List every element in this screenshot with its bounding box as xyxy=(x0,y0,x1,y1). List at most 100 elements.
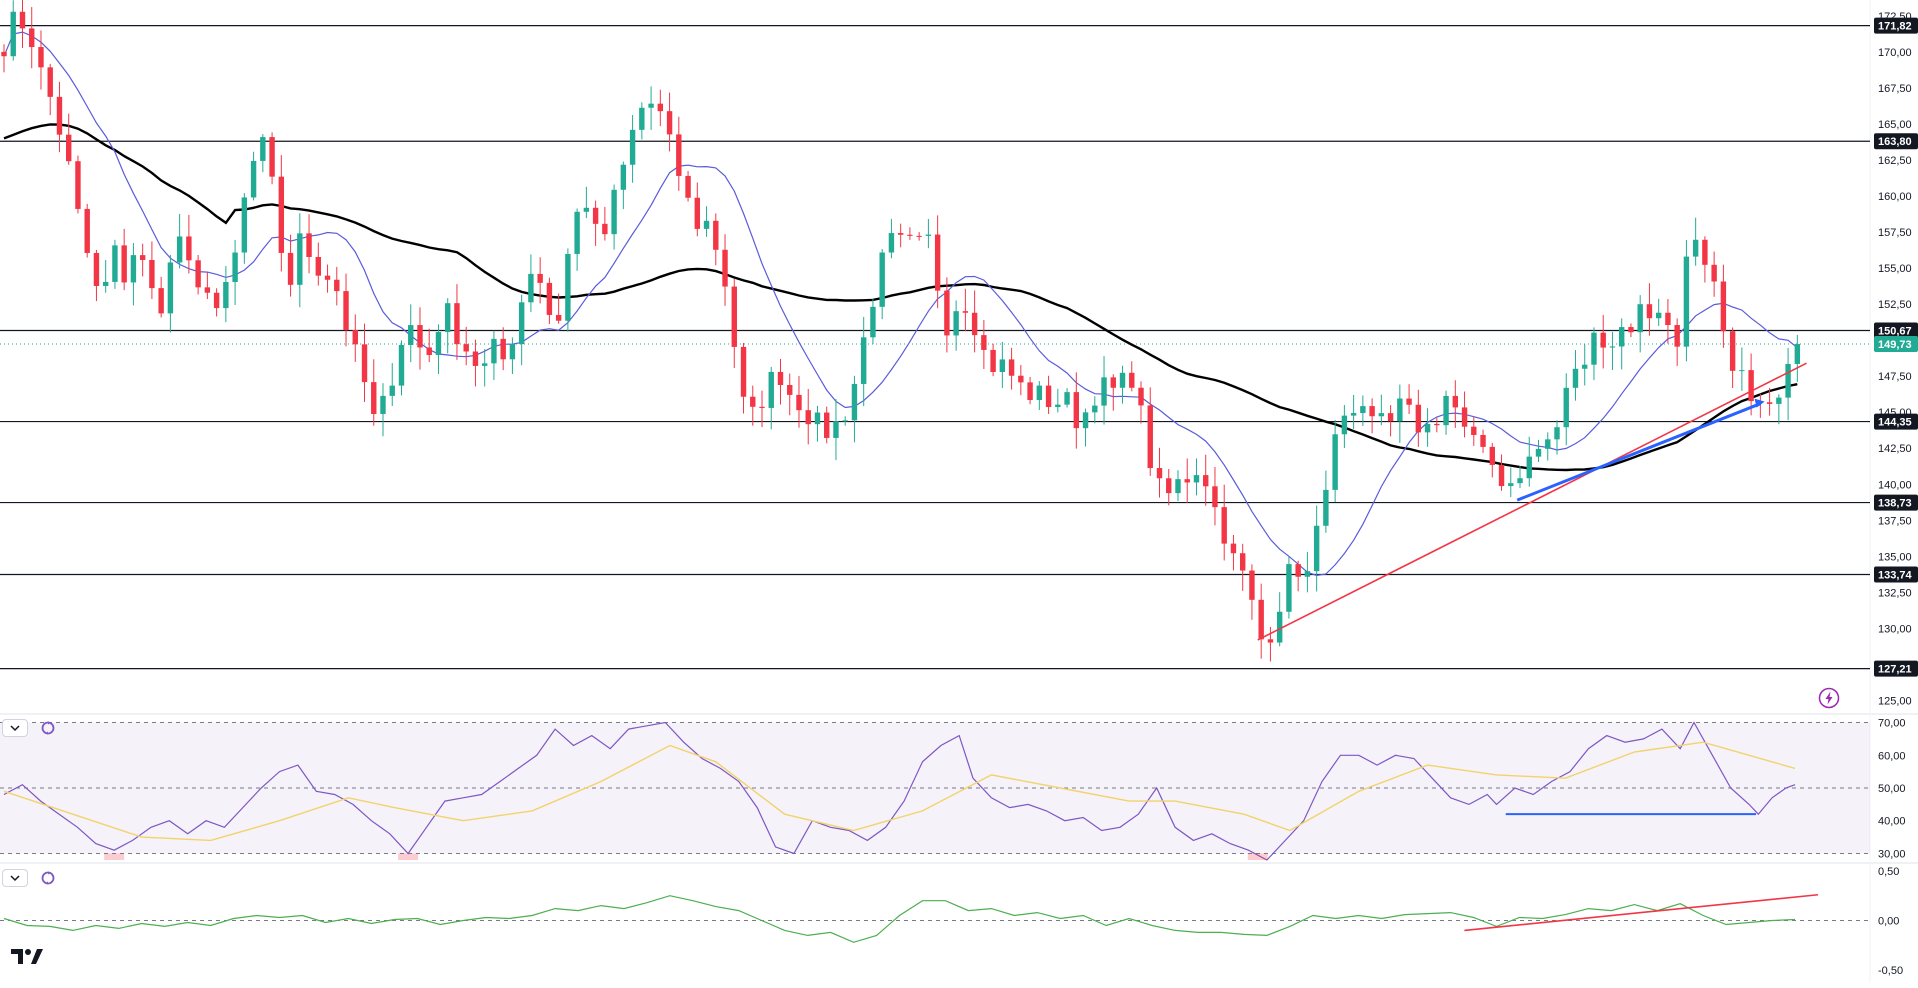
level-label-box xyxy=(1874,660,1918,677)
momentum-pane-collapse-button[interactable] xyxy=(2,869,28,887)
candle-body xyxy=(814,412,821,425)
candle-body xyxy=(223,282,229,309)
candle-body xyxy=(648,103,654,108)
candle-body xyxy=(1692,239,1699,257)
candle-body xyxy=(1267,639,1274,643)
price-tick-label: 140,00 xyxy=(1878,479,1912,491)
candle-body xyxy=(1711,264,1717,282)
candle-body xyxy=(759,406,765,408)
candle-body xyxy=(1369,406,1375,417)
candle-body xyxy=(851,383,858,421)
candle-body xyxy=(149,259,155,289)
candle-body xyxy=(102,281,109,286)
candle-body xyxy=(1350,413,1357,416)
candle-body xyxy=(130,255,137,283)
level-label: 150,67 xyxy=(1878,325,1912,337)
candle-body xyxy=(417,325,423,348)
candle-body xyxy=(1674,325,1680,347)
candle-body xyxy=(1739,370,1745,372)
lightning-icon[interactable] xyxy=(1818,687,1840,709)
level-label-box xyxy=(1874,494,1918,511)
candle-body xyxy=(1618,327,1625,347)
candle-body xyxy=(84,208,90,253)
candle-body xyxy=(491,338,497,364)
candle-body xyxy=(93,252,100,286)
candle-body xyxy=(1600,332,1606,348)
level-label-box xyxy=(1874,133,1918,150)
candle-body xyxy=(1175,479,1181,494)
candle-body xyxy=(1276,611,1283,643)
candle-body xyxy=(500,338,506,360)
candle-body xyxy=(1397,398,1403,422)
candle-body xyxy=(1147,405,1153,469)
candle-body xyxy=(925,234,932,236)
candle-body xyxy=(1582,364,1588,369)
candle-body xyxy=(139,255,146,260)
rsi-pane-collapse-button[interactable] xyxy=(2,719,28,737)
candle-body xyxy=(287,252,294,285)
candle-body xyxy=(29,28,35,48)
price-tick-label: 147,50 xyxy=(1878,371,1912,383)
candle-body xyxy=(805,410,811,425)
candle-body xyxy=(454,303,460,345)
candle-body xyxy=(241,197,248,253)
candle-body xyxy=(611,189,617,235)
rsi-tick-label: 60,00 xyxy=(1878,750,1906,762)
candle-body xyxy=(1249,570,1255,600)
price-tick-label: 162,50 xyxy=(1878,155,1912,167)
level-label-box xyxy=(1874,413,1918,430)
rsi-band xyxy=(0,722,1870,854)
candle-body xyxy=(750,396,756,407)
candle-body xyxy=(1776,397,1782,404)
last-price-box xyxy=(1874,336,1918,353)
candle-body xyxy=(537,273,543,283)
candle-body xyxy=(731,286,737,347)
candle-body xyxy=(1045,385,1052,408)
candle-body xyxy=(1535,448,1542,457)
price-tick-label: 135,00 xyxy=(1878,551,1912,563)
rsi-oversold-fill xyxy=(104,853,125,860)
candle-body xyxy=(1609,346,1616,348)
candle-body xyxy=(1646,304,1653,319)
candle-body xyxy=(176,236,183,263)
candle-body xyxy=(1387,413,1394,422)
candle-body xyxy=(574,211,580,254)
candle-body xyxy=(1008,359,1015,376)
candle-body xyxy=(324,275,331,280)
candle-body xyxy=(953,311,959,336)
candle-body xyxy=(1748,370,1754,402)
candle-body xyxy=(158,288,164,314)
candle-body xyxy=(722,249,728,287)
candle-body xyxy=(1193,475,1200,483)
candle-body xyxy=(1572,368,1579,388)
candle-body xyxy=(1212,486,1218,508)
candle-body xyxy=(1628,327,1634,333)
price-tick-label: 137,50 xyxy=(1878,515,1912,527)
candle-body xyxy=(1073,392,1080,429)
candle-body xyxy=(879,252,885,307)
candle-body xyxy=(213,292,220,309)
candle-body xyxy=(38,47,44,68)
candle-body xyxy=(528,273,534,303)
candle-body xyxy=(167,262,174,314)
candle-body xyxy=(1110,377,1116,388)
rsi-ma-line xyxy=(3,741,1796,842)
candle-body xyxy=(47,67,53,97)
candle-body xyxy=(408,325,414,345)
candle-body xyxy=(195,260,201,288)
candle-body xyxy=(1055,404,1061,408)
candle-body xyxy=(1378,413,1385,417)
candle-body xyxy=(1258,599,1264,640)
candle-body xyxy=(315,256,321,276)
candle-body xyxy=(445,303,451,333)
momentum-refresh-icon[interactable] xyxy=(40,870,56,886)
price-tick-label: 160,00 xyxy=(1878,191,1912,203)
rsi-refresh-icon[interactable] xyxy=(40,720,56,736)
candle-body xyxy=(842,420,848,422)
candle-body xyxy=(1323,489,1329,526)
candle-body xyxy=(1794,344,1801,364)
candle-body xyxy=(1526,456,1532,479)
candle-body xyxy=(1434,423,1440,426)
